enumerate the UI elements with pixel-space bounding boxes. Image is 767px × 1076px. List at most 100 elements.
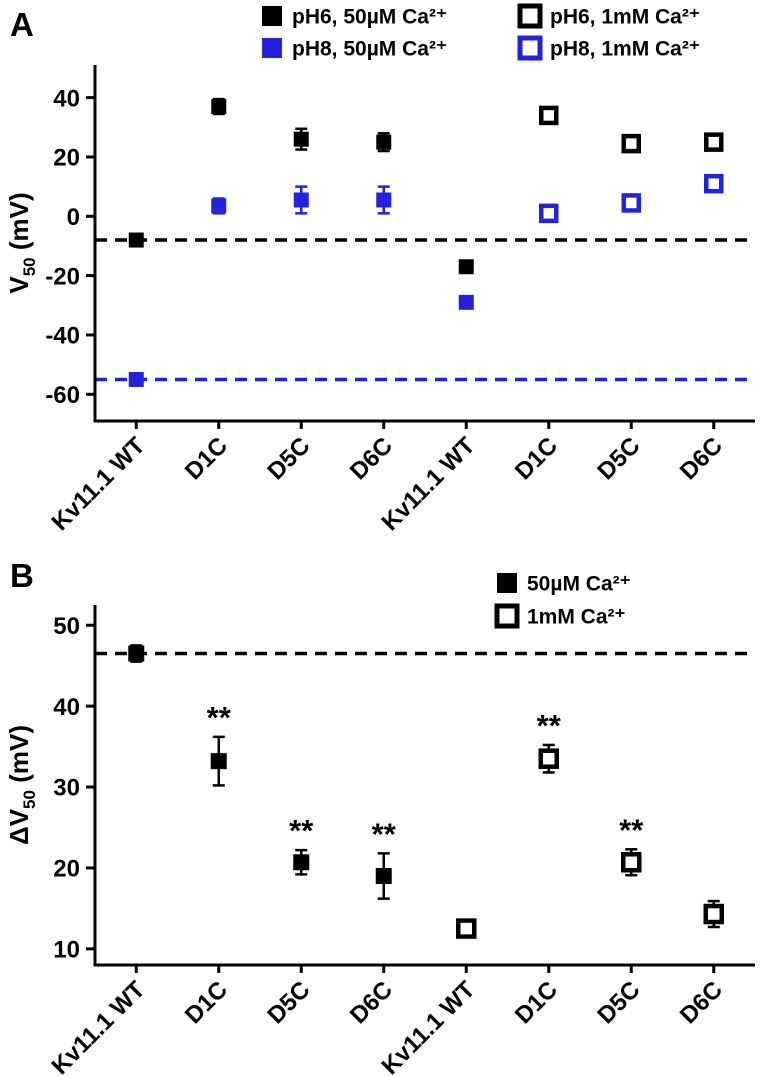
data-point: ** [619, 812, 644, 877]
data-point [703, 899, 724, 929]
data-point [456, 918, 477, 939]
marker-square [211, 99, 227, 115]
legend-label: 50µM Ca²⁺ [527, 573, 631, 596]
x-category-label: D5C [262, 976, 315, 1029]
y-tick-label: 20 [53, 145, 80, 172]
x-category-label: Kv11.1 WT [47, 432, 151, 536]
x-category-label: D1C [510, 976, 563, 1029]
legend-swatch [517, 35, 543, 61]
legend-label: 1mM Ca²⁺ [527, 606, 626, 629]
data-point: ** [537, 708, 562, 774]
data-point [458, 294, 474, 310]
data-point [128, 371, 144, 387]
data-point [293, 127, 309, 151]
x-category-label: D5C [592, 432, 645, 485]
x-category-label: Kv11.1 WT [47, 976, 151, 1076]
y-axis-title: ΔV50 (mV) [4, 725, 39, 845]
y-tick-label: 0 [67, 204, 80, 231]
marker-square [539, 203, 559, 224]
significance-stars: ** [207, 700, 232, 735]
data-point [621, 193, 641, 213]
legend-swatch [497, 573, 517, 593]
x-category-label: D1C [180, 432, 233, 485]
significance-stars: ** [372, 816, 397, 851]
y-tick-label: -40 [45, 323, 80, 350]
x-category-label: D5C [592, 976, 645, 1029]
y-tick-label: -20 [45, 263, 80, 290]
legend-label: pH6, 50µM Ca²⁺ [292, 6, 447, 29]
marker-square [375, 868, 392, 885]
y-tick-label: 50 [53, 613, 80, 640]
legend-item: 50µM Ca²⁺ [497, 573, 631, 596]
legend-item: pH8, 50µM Ca²⁺ [262, 38, 447, 61]
legend-item: pH8, 1mM Ca²⁺ [517, 35, 700, 61]
significance-stars: ** [537, 708, 562, 743]
marker-square [211, 198, 227, 214]
x-category-label: D6C [675, 432, 728, 485]
data-point [539, 105, 559, 126]
marker-square [376, 192, 392, 208]
legend-item: 1mM Ca²⁺ [494, 603, 626, 629]
data-point [211, 197, 227, 215]
marker-square [128, 371, 144, 387]
legend-swatch [494, 603, 520, 629]
marker-square [538, 748, 559, 769]
y-tick-label: -60 [45, 382, 80, 409]
marker-square [704, 132, 724, 152]
legend-swatch [262, 38, 282, 58]
data-point [704, 132, 724, 152]
data-point [376, 131, 392, 153]
marker-square [703, 903, 724, 925]
data-point [704, 173, 724, 194]
x-category-label: D5C [262, 432, 315, 485]
marker-square [621, 193, 641, 213]
x-category-label: D6C [675, 976, 728, 1029]
y-tick-label: 10 [53, 936, 80, 963]
marker-square [293, 131, 309, 147]
y-tick-label: 20 [53, 856, 80, 883]
legend-swatch [262, 6, 282, 26]
data-point: ** [207, 700, 232, 787]
panel-label: A [10, 6, 34, 43]
data-point: ** [372, 816, 397, 900]
legend-item: pH6, 1mM Ca²⁺ [517, 3, 700, 29]
x-category-label: D6C [345, 432, 398, 485]
marker-square [458, 294, 474, 310]
marker-square [458, 259, 474, 275]
data-point: ** [289, 813, 314, 876]
legend-label: pH8, 1mM Ca²⁺ [550, 38, 700, 61]
marker-square [128, 232, 144, 248]
marker-square [621, 852, 642, 873]
marker-square [376, 134, 392, 150]
significance-stars: ** [289, 813, 314, 848]
legend-item: pH6, 50µM Ca²⁺ [262, 6, 447, 29]
data-point [128, 644, 145, 663]
marker-square [128, 645, 145, 662]
y-axis-title: V50 (mV) [4, 192, 39, 293]
x-category-label: D1C [180, 976, 233, 1029]
marker-square [704, 173, 724, 194]
x-category-label: D1C [510, 432, 563, 485]
marker-square [456, 918, 477, 939]
data-point [293, 185, 309, 215]
data-point [458, 259, 474, 275]
legend-label: pH8, 50µM Ca²⁺ [292, 38, 447, 61]
marker-square [210, 753, 227, 770]
y-tick-label: 40 [53, 694, 80, 721]
data-point [376, 185, 392, 215]
data-point [128, 232, 144, 248]
data-point [539, 203, 559, 224]
legend-label: pH6, 1mM Ca²⁺ [550, 6, 700, 29]
panel-label: B [10, 557, 34, 594]
legend-swatch [517, 3, 543, 29]
marker-square [293, 854, 310, 871]
marker-square [539, 105, 559, 126]
data-point [211, 97, 227, 116]
y-tick-label: 40 [53, 85, 80, 112]
data-point [621, 133, 641, 154]
significance-stars: ** [619, 812, 644, 847]
x-category-label: D6C [345, 976, 398, 1029]
